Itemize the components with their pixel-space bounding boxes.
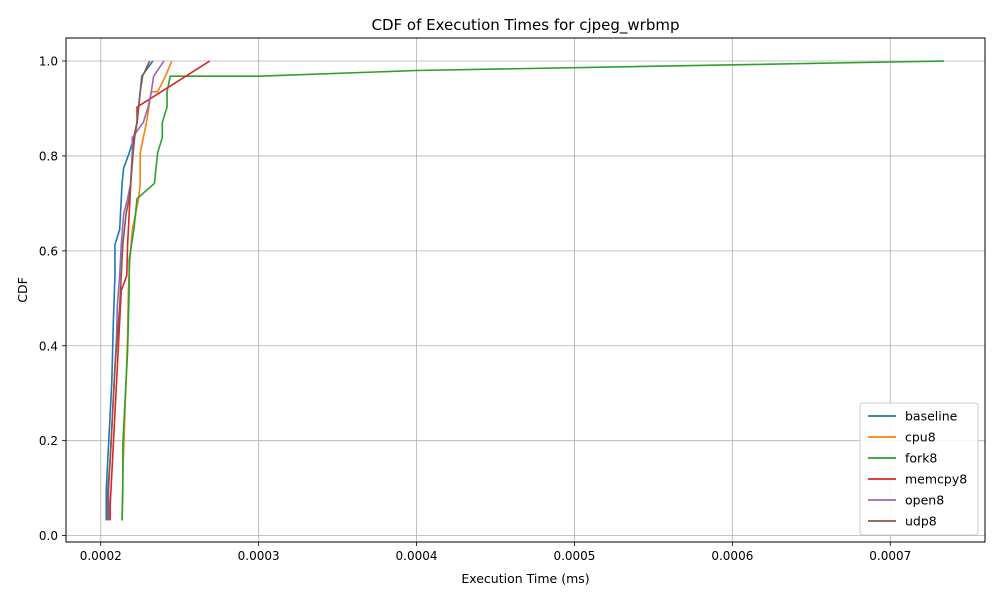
- legend-box: [859, 402, 979, 536]
- x-tick-label: 0.0007: [869, 549, 911, 563]
- legend: baseline cpu8 fork8 memcpy8 open8 udp8: [859, 402, 979, 536]
- y-tick-label: 0.0: [39, 529, 58, 543]
- x-tick-label: 0.0006: [711, 549, 753, 563]
- x-tick-label: 0.0004: [396, 549, 438, 563]
- series-lines: [105, 60, 944, 521]
- x-axis: 0.0002 0.0003 0.0004 0.0005 0.0006 0.0007: [80, 542, 911, 563]
- x-tick-label: 0.0005: [553, 549, 595, 563]
- y-axis-label: CDF: [15, 277, 30, 303]
- y-axis: 0.0 0.2 0.4 0.6 0.8 1.0: [39, 55, 66, 543]
- legend-label-open8: open8: [905, 493, 944, 508]
- legend-label-cpu8: cpu8: [905, 430, 936, 445]
- y-tick-label: 0.4: [39, 339, 58, 353]
- legend-label-memcpy8: memcpy8: [905, 472, 967, 487]
- legend-label-udp8: udp8: [905, 514, 937, 529]
- y-tick-label: 0.6: [39, 244, 58, 258]
- y-tick-label: 1.0: [39, 55, 58, 69]
- legend-label-fork8: fork8: [905, 451, 937, 466]
- x-axis-label: Execution Time (ms): [461, 571, 589, 586]
- y-tick-label: 0.2: [39, 434, 58, 448]
- chart-title: CDF of Execution Times for cjpeg_wrbmp: [372, 16, 680, 35]
- series-line-fork8: [121, 60, 944, 521]
- x-tick-label: 0.0002: [80, 549, 122, 563]
- series-line-udp8: [107, 60, 151, 521]
- legend-label-baseline: baseline: [905, 409, 958, 424]
- y-tick-label: 0.8: [39, 149, 58, 163]
- x-tick-label: 0.0003: [238, 549, 280, 563]
- grid-lines: [66, 38, 985, 542]
- plot-frame: [65, 37, 986, 543]
